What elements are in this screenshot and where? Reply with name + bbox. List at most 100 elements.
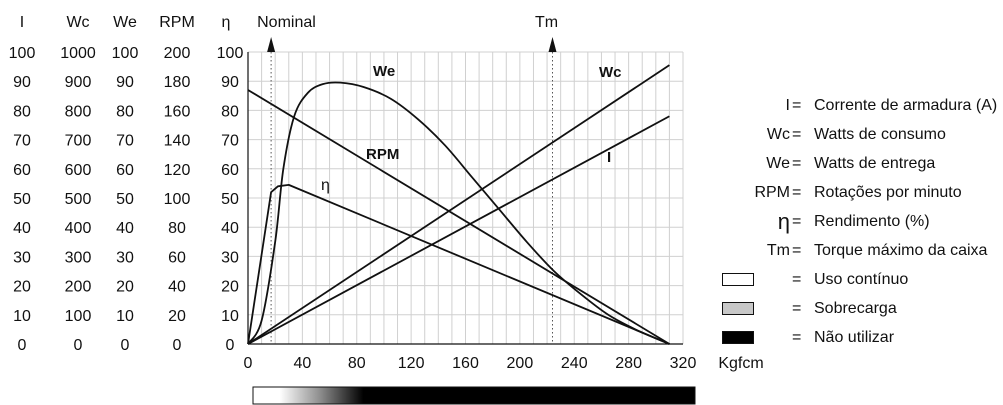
scale-tick: 100 xyxy=(65,308,92,325)
scale-tick: 80 xyxy=(168,220,186,237)
scale-header-2: We xyxy=(113,14,137,31)
legend-swatch xyxy=(722,302,754,315)
scale-tick: 0 xyxy=(226,337,235,354)
scale-tick: 70 xyxy=(221,133,239,150)
scale-tick: 800 xyxy=(65,103,92,120)
scale-tick: 10 xyxy=(221,308,239,325)
legend-equals: = xyxy=(792,300,802,317)
series-line-we xyxy=(247,81,670,345)
legend-item: Tm = Torque máximo da caixa xyxy=(700,239,1000,263)
usage-bar-group xyxy=(252,386,696,405)
scale-tick: 900 xyxy=(65,74,92,91)
legend-description: Rotações por minuto xyxy=(814,184,962,201)
scale-tick: 180 xyxy=(164,74,191,91)
x-tick-label: 120 xyxy=(398,355,425,372)
legend-key: Tm xyxy=(766,242,790,259)
legend-description: Sobrecarga xyxy=(814,300,897,317)
scale-tick: 140 xyxy=(164,133,191,150)
scale-tick: 300 xyxy=(65,249,92,266)
x-tick-label: 320 xyxy=(670,355,697,372)
x-tick-label: 240 xyxy=(561,355,588,372)
scale-tick: 160 xyxy=(164,103,191,120)
scale-tick: 50 xyxy=(116,191,134,208)
marker-label-0: Nominal xyxy=(257,14,316,31)
scale-tick: 30 xyxy=(13,249,31,266)
x-axis-title: Kgfcm xyxy=(718,355,763,372)
scale-tick: 80 xyxy=(13,103,31,120)
scale-tick: 600 xyxy=(65,162,92,179)
x-tick-label: 40 xyxy=(293,355,311,372)
scale-tick: 0 xyxy=(173,337,182,354)
legend-item: = Não utilizar xyxy=(700,326,1000,350)
legend-description: Torque máximo da caixa xyxy=(814,242,988,259)
scale-tick: 40 xyxy=(13,220,31,237)
scale-tick: 60 xyxy=(116,162,134,179)
scale-tick: 1000 xyxy=(60,45,96,62)
scale-header-3: RPM xyxy=(159,14,195,31)
marker-arrow-1 xyxy=(548,37,557,52)
series-label: I xyxy=(607,149,611,166)
marker-arrow-0 xyxy=(267,37,276,52)
scale-tick: 70 xyxy=(13,133,31,150)
scale-tick: 80 xyxy=(116,103,134,120)
scale-header-0: I xyxy=(20,14,24,31)
legend-equals: = xyxy=(792,242,802,259)
scale-tick: 100 xyxy=(164,191,191,208)
scale-tick: 100 xyxy=(9,45,36,62)
scale-tick: 20 xyxy=(13,279,31,296)
scale-tick: 50 xyxy=(13,191,31,208)
series-label: Wc xyxy=(599,64,622,81)
x-tick-label: 160 xyxy=(452,355,479,372)
scale-tick: 80 xyxy=(221,103,239,120)
scale-tick: 90 xyxy=(116,74,134,91)
plot-area: 0 40 80 120 160 200 240 280 320 Kgfcm Nominal Tm We W… xyxy=(244,14,764,372)
scale-tick: 40 xyxy=(116,220,134,237)
legend-swatch xyxy=(722,273,754,286)
legend-item: RPM = Rotações por minuto xyxy=(700,181,1000,205)
scale-tick: 200 xyxy=(164,45,191,62)
series-line-i xyxy=(247,115,670,345)
x-tick-label: 0 xyxy=(244,355,253,372)
series-line-rpm xyxy=(247,89,670,345)
legend-item: = Uso contínuo xyxy=(700,268,1000,292)
legend-item: We = Watts de entrega xyxy=(700,152,1000,176)
series-label: RPM xyxy=(366,146,399,163)
legend-key: Wc xyxy=(766,126,790,143)
scale-columns: I1009080706050403020100Wc100090080070060… xyxy=(9,14,244,354)
legend-equals: = xyxy=(792,271,802,288)
scale-tick: 500 xyxy=(65,191,92,208)
legend-item: I = Corrente de armadura (A) xyxy=(700,94,1000,118)
scale-tick: 20 xyxy=(221,279,239,296)
legend-equals: = xyxy=(792,126,802,143)
legend-key: η xyxy=(777,209,790,234)
x-tick-label: 280 xyxy=(615,355,642,372)
legend-description: Rendimento (%) xyxy=(814,213,930,230)
series-label: η xyxy=(321,177,330,194)
x-tick-label: 200 xyxy=(507,355,534,372)
scale-tick: 100 xyxy=(112,45,139,62)
series-label: We xyxy=(373,63,395,80)
scale-tick: 30 xyxy=(116,249,134,266)
legend-description: Não utilizar xyxy=(814,329,895,346)
legend-key: We xyxy=(766,155,790,172)
usage-gradient-bar xyxy=(252,386,696,405)
scale-tick: 30 xyxy=(221,249,239,266)
legend-description: Watts de entrega xyxy=(814,155,936,172)
legend-key: RPM xyxy=(754,184,790,201)
legend-swatch xyxy=(722,331,754,344)
legend-equals: = xyxy=(792,97,802,114)
scale-tick: 200 xyxy=(65,279,92,296)
scale-tick: 100 xyxy=(217,45,244,62)
x-tick-label: 80 xyxy=(348,355,366,372)
scale-tick: 50 xyxy=(221,191,239,208)
scale-tick: 20 xyxy=(116,279,134,296)
legend-equals: = xyxy=(792,155,802,172)
scale-tick: 10 xyxy=(116,308,134,325)
legend-equals: = xyxy=(792,184,802,201)
scale-tick: 70 xyxy=(116,133,134,150)
legend-description: Watts de consumo xyxy=(814,126,946,143)
scale-tick: 60 xyxy=(168,249,186,266)
scale-tick: 0 xyxy=(121,337,130,354)
marker-label-1: Tm xyxy=(535,14,558,31)
scale-tick: 90 xyxy=(13,74,31,91)
